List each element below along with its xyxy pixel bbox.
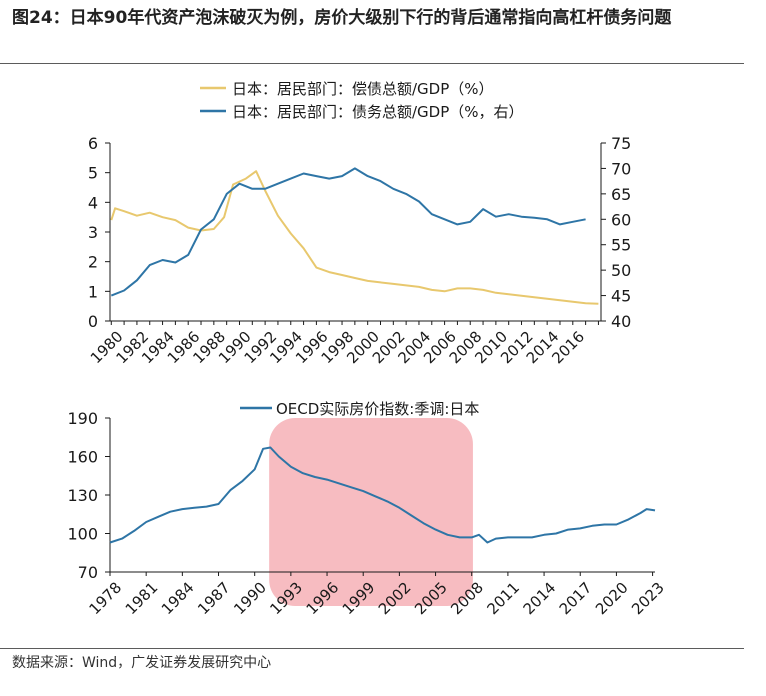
legend-label-debt-service: 日本：居民部门：偿债总额/GDP（%） [232, 80, 494, 98]
chart-1-left-tick-label: 6 [88, 134, 98, 153]
chart-2-y-tick-label: 190 [67, 409, 98, 428]
series-line-oecd-house-price [109, 446, 656, 544]
legend-label-debt-total: 日本：居民部门：债务总额/GDP（%，右） [232, 103, 524, 121]
series-line-debt-service [110, 170, 599, 305]
chart-1-left-tick-label: 4 [88, 193, 98, 212]
chart-1-left-tick-label: 2 [88, 253, 98, 272]
chart-2-y-tick-label: 70 [78, 563, 98, 582]
footer-rule [0, 648, 744, 649]
series-line-debt-total [110, 167, 586, 297]
legend-label-oecd: OECD实际房价指数:季调:日本 [276, 400, 479, 418]
highlight-region [269, 418, 473, 606]
chart-1-right-tick-label: 70 [611, 159, 631, 178]
chart-1-left-tick-label: 3 [88, 223, 98, 242]
chart-2-x-tick-label: 1978 [86, 579, 126, 619]
chart-2-x-tick-label: 1990 [230, 579, 270, 619]
chart-2-x-tick-label: 2017 [556, 579, 596, 619]
chart-2-x-tick-label: 2020 [592, 579, 632, 619]
figure-title: 图24：日本90年代资产泡沫破灭为例，房价大级别下行的背后通常指向高杠杆债务问题 [12, 8, 672, 28]
chart-1-left-tick-label: 1 [88, 282, 98, 301]
source-note: 数据来源：Wind，广发证券发展研究中心 [12, 655, 272, 671]
chart-2-x-tick-label: 2014 [520, 579, 560, 619]
chart-2-x-tick-label: 2023 [628, 579, 668, 619]
chart-2-series [109, 446, 656, 544]
chart-2-highlight [269, 418, 473, 606]
chart-1-right-tick-label: 55 [611, 236, 631, 255]
chart-1-left-tick-label: 5 [88, 164, 98, 183]
chart-2-legend: OECD实际房价指数:季调:日本 [240, 400, 479, 418]
chart-1-right-tick-label: 65 [611, 185, 631, 204]
chart-2-x-tick-label: 1981 [122, 579, 162, 619]
chart-1-debt: 日本：居民部门：偿债总额/GDP（%） 日本：居民部门：债务总额/GDP（%，右… [87, 80, 632, 367]
chart-2-x-tick-label: 1987 [194, 579, 234, 619]
chart-1-axes: 0123456404550556065707519801982198419861… [87, 134, 632, 367]
chart-2-x-tick-label: 2011 [483, 579, 523, 619]
chart-1-right-tick-label: 40 [611, 312, 631, 331]
chart-1-legend: 日本：居民部门：偿债总额/GDP（%） 日本：居民部门：债务总额/GDP（%，右… [200, 80, 524, 121]
chart-2-y-tick-label: 130 [67, 486, 98, 505]
chart-1-right-tick-label: 50 [611, 261, 631, 280]
chart-2-y-tick-label: 100 [67, 525, 98, 544]
title-rule [0, 63, 744, 64]
chart-1-right-tick-label: 60 [611, 210, 631, 229]
chart-1-left-tick-label: 0 [88, 312, 98, 331]
chart-1-series [110, 167, 599, 305]
chart-2-house-price: OECD实际房价指数:季调:日本 70100130160190197819811… [67, 400, 667, 618]
chart-1-right-tick-label: 45 [611, 287, 631, 306]
chart-2-y-tick-label: 160 [67, 448, 98, 467]
chart-1-right-tick-label: 75 [611, 134, 631, 153]
chart-2-x-tick-label: 1984 [158, 579, 198, 619]
